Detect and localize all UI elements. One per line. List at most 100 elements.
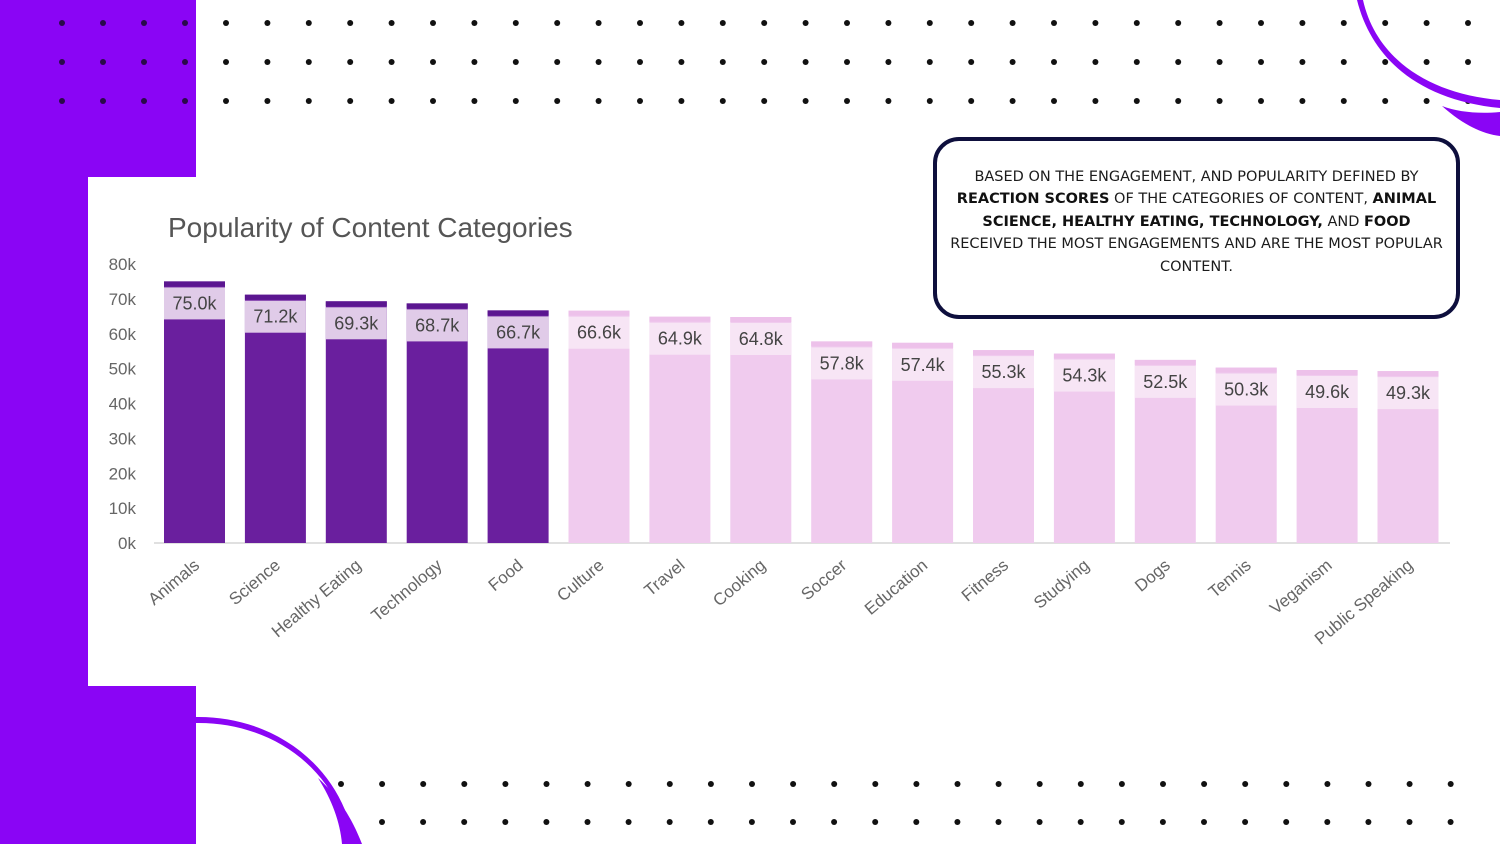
- y-axis: 0k 10k 20k 30k 40k 50k 60k 70k 80k: [109, 255, 137, 553]
- decor-dot-top-1-2: [305, 59, 312, 65]
- decor-dot-bottom-1-16: [1036, 819, 1043, 825]
- decor-dot-bottom-1-0: [379, 819, 385, 825]
- decor-dot-top-2-26: [1299, 98, 1306, 104]
- decor-dot-top-1-29: [1423, 59, 1430, 65]
- bar-top-cap: [1134, 359, 1196, 365]
- decor-dot-top-0-11: [678, 20, 685, 26]
- y-tick-label: 80k: [109, 255, 137, 274]
- decor-dot-bottom-0-21: [1201, 781, 1208, 787]
- decor-dot-top-1-26: [1299, 59, 1306, 65]
- bar-group-travel: 64.9k: [649, 316, 711, 543]
- chart-card: Popularity of Content Categories 0k 10k 20…: [88, 177, 1460, 686]
- callout-segment: RECEIVED THE MOST ENGAGEMENTS AND ARE TH…: [950, 236, 1443, 275]
- decor-dot-top-1-10: [637, 59, 643, 65]
- data-label: 54.3k: [1062, 366, 1107, 386]
- decor-dot-bottom-0-18: [1077, 781, 1084, 787]
- data-label-background: [730, 323, 792, 355]
- data-label-background: [892, 348, 954, 381]
- decor-dot-bottom-0-5: [543, 781, 550, 787]
- decor-dot-top-1-14: [802, 59, 809, 65]
- decor-dot-top-0-23: [1175, 20, 1182, 26]
- bar-top-cap: [1296, 370, 1358, 375]
- decor-dot-top-2-3: [347, 98, 354, 104]
- decor-dot-top-0-9: [595, 20, 602, 26]
- decor-dot-bottom-1-21: [1242, 819, 1249, 825]
- decor-dot-bottom-1-18: [1118, 819, 1125, 825]
- decor-dot-top-0-8: [554, 20, 561, 26]
- data-label: 57.8k: [820, 353, 865, 373]
- data-label: 49.3k: [1386, 383, 1431, 403]
- decor-dot-bottom-0-17: [1036, 781, 1043, 787]
- x-tick-label: Travel: [641, 556, 689, 601]
- data-label: 69.3k: [334, 313, 379, 333]
- decor-dot-bottom-0-13: [872, 781, 879, 787]
- decor-dot-top-2-29: [1423, 98, 1430, 104]
- bar-group-cooking: 64.8k: [730, 317, 792, 543]
- x-tick-label: Education: [861, 556, 931, 619]
- data-label-background: [1215, 373, 1277, 406]
- decor-dot-panel-1-1: [100, 59, 106, 65]
- callout-segment: AND: [1322, 213, 1364, 230]
- decor-dot-top-2-6: [471, 98, 478, 104]
- decor-dot-panel-2-1: [100, 98, 106, 104]
- data-label: 49.6k: [1305, 382, 1350, 402]
- decor-dot-panel-2-3: [182, 98, 188, 104]
- top-right-crescent-decoration: [1442, 106, 1500, 136]
- x-tick-label: Dogs: [1131, 556, 1174, 596]
- decor-dot-top-0-21: [1092, 20, 1099, 26]
- callout-emphasis: FOOD: [1364, 213, 1411, 230]
- decor-dot-bottom-1-23: [1324, 819, 1331, 825]
- data-label-background: [649, 322, 711, 355]
- decor-dot-top-0-18: [968, 20, 975, 26]
- decor-dot-panel-0-0: [59, 20, 65, 26]
- decor-dot-top-2-7: [512, 98, 519, 104]
- decor-dot-bottom-0-3: [461, 781, 468, 787]
- bar-chart: Popularity of Content Categories 0k 10k 20…: [109, 212, 1450, 648]
- decor-dot-bottom-1-24: [1365, 819, 1372, 825]
- decor-dot-top-1-30: [1465, 59, 1471, 65]
- decor-dot-bottom-1-13: [913, 819, 920, 825]
- decor-dot-top-2-27: [1340, 98, 1347, 104]
- data-label-background: [1296, 376, 1358, 408]
- decor-dot-bottom-1-20: [1201, 819, 1207, 825]
- decor-dot-top-2-18: [968, 98, 975, 104]
- x-tick-label: Tennis: [1205, 556, 1255, 602]
- x-tick-label: Veganism: [1266, 556, 1335, 619]
- decor-dot-top-2-20: [1051, 98, 1057, 104]
- decor-dot-top-2-28: [1382, 98, 1389, 104]
- decor-dot-top-1-0: [223, 59, 229, 65]
- decor-dot-top-2-4: [388, 98, 395, 104]
- decor-dot-top-2-23: [1175, 98, 1182, 104]
- bar: [244, 294, 306, 543]
- decor-dot-top-0-30: [1465, 20, 1471, 26]
- decor-dot-bottom-0-10: [749, 781, 755, 787]
- decor-dot-top-1-19: [1009, 59, 1016, 65]
- decor-dot-bottom-1-22: [1283, 819, 1290, 825]
- decor-dot-bottom-0-20: [1160, 781, 1166, 787]
- decor-dot-bottom-0-22: [1242, 781, 1249, 787]
- x-tick-label: Food: [485, 556, 527, 595]
- decor-dot-top-0-20: [1051, 20, 1057, 26]
- decor-dot-bottom-1-2: [461, 819, 468, 825]
- decor-dot-top-2-9: [595, 98, 602, 104]
- decor-dot-top-2-11: [678, 98, 685, 104]
- decor-dot-top-2-0: [223, 98, 229, 104]
- decor-dot-bottom-1-10: [790, 819, 796, 825]
- bar-group-fitness: 55.3k: [973, 350, 1034, 543]
- decor-dot-top-0-5: [430, 20, 436, 26]
- x-tick-label: Culture: [553, 556, 607, 606]
- x-tick-label: Animals: [145, 556, 204, 609]
- data-label-background: [1053, 359, 1115, 392]
- decor-dot-top-2-14: [802, 98, 809, 104]
- decor-dot-bottom-0-16: [995, 781, 1002, 787]
- data-label-background: [406, 309, 468, 342]
- dot-grid-bottom: [338, 781, 1454, 825]
- y-tick-label: 70k: [109, 290, 137, 309]
- data-label-background: [973, 356, 1034, 389]
- y-tick-label: 10k: [109, 499, 137, 518]
- data-label: 64.9k: [658, 329, 703, 349]
- bar-top-cap: [730, 317, 792, 322]
- data-label: 68.7k: [415, 315, 460, 335]
- data-label: 75.0k: [172, 293, 217, 313]
